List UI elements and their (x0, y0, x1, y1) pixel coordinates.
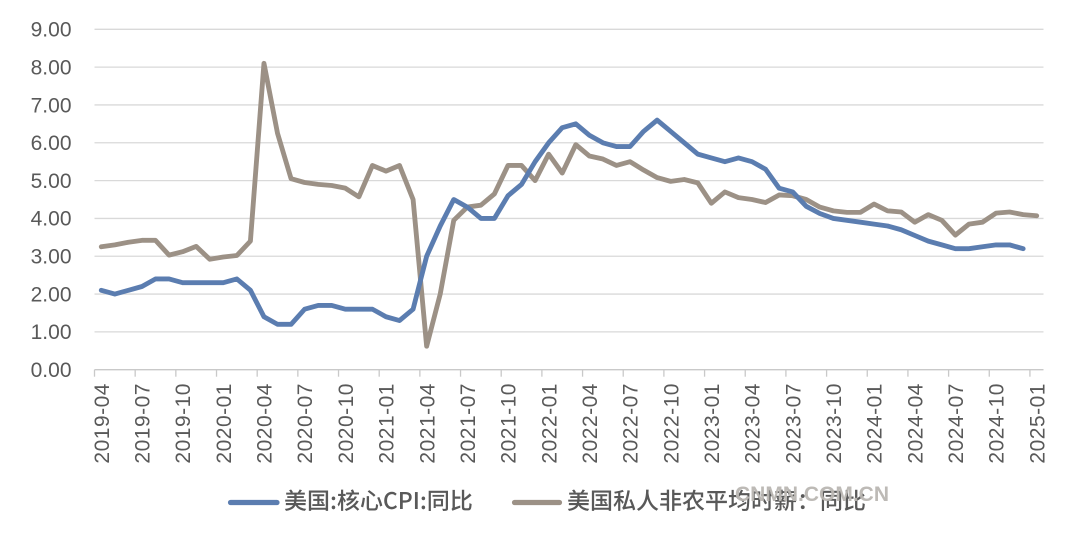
svg-text:CNMN.COM.CN: CNMN.COM.CN (735, 483, 889, 506)
svg-text:2023-01: 2023-01 (701, 383, 724, 464)
svg-text:2021-01: 2021-01 (376, 383, 399, 464)
svg-text:2020-01: 2020-01 (213, 383, 236, 464)
svg-text:2024-07: 2024-07 (945, 383, 968, 464)
svg-text:2019-04: 2019-04 (91, 383, 114, 464)
svg-text:2021-10: 2021-10 (498, 383, 521, 464)
svg-text:2025-01: 2025-01 (1026, 383, 1049, 464)
svg-text:0.00: 0.00 (31, 359, 72, 382)
svg-text:2024-10: 2024-10 (986, 383, 1009, 464)
svg-text:2023-07: 2023-07 (782, 383, 805, 464)
svg-text:2019-07: 2019-07 (132, 383, 155, 464)
svg-text:2022-04: 2022-04 (579, 383, 602, 464)
svg-text:5.00: 5.00 (31, 170, 72, 193)
svg-text:8.00: 8.00 (31, 56, 72, 79)
svg-text:2023-04: 2023-04 (742, 383, 765, 464)
svg-text:2020-10: 2020-10 (335, 383, 358, 464)
svg-text:1.00: 1.00 (31, 321, 72, 344)
svg-text:2021-07: 2021-07 (457, 383, 480, 464)
svg-text:3.00: 3.00 (31, 246, 72, 269)
svg-text:4.00: 4.00 (31, 208, 72, 231)
svg-text:2023-10: 2023-10 (823, 383, 846, 464)
svg-text:2019-10: 2019-10 (172, 383, 195, 464)
svg-text:2021-04: 2021-04 (416, 383, 439, 464)
svg-text:2022-10: 2022-10 (660, 383, 683, 464)
svg-text:2022-07: 2022-07 (620, 383, 643, 464)
svg-text:2024-01: 2024-01 (864, 383, 887, 464)
svg-text:2.00: 2.00 (31, 283, 72, 306)
svg-text:9.00: 9.00 (31, 19, 72, 42)
svg-text:6.00: 6.00 (31, 132, 72, 155)
svg-text:2020-07: 2020-07 (294, 383, 317, 464)
svg-text:2020-04: 2020-04 (254, 383, 277, 464)
svg-text:2024-04: 2024-04 (904, 383, 927, 464)
svg-text:7.00: 7.00 (31, 94, 72, 117)
svg-text:2022-01: 2022-01 (538, 383, 561, 464)
